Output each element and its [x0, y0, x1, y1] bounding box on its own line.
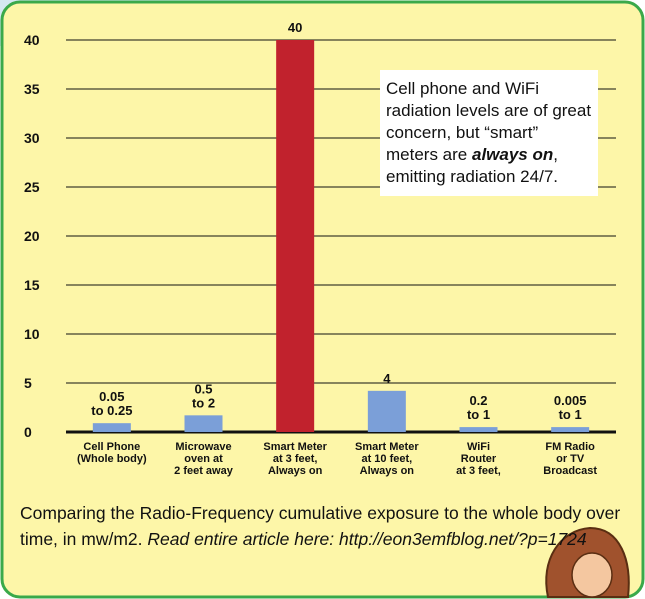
- y-tick-label: 40: [24, 32, 40, 48]
- bar: [276, 40, 315, 432]
- caption-text: Comparing the Radio-Frequency cumulative…: [20, 503, 621, 549]
- value-label: 40: [288, 20, 302, 35]
- bar: [551, 427, 590, 432]
- bar: [184, 415, 223, 432]
- y-tick-label: 10: [24, 326, 40, 342]
- annotation-text: , emitting radiation 24/7.: [386, 145, 558, 186]
- caption: Comparing the Radio-Frequency cumulative…: [20, 500, 630, 552]
- caption-link[interactable]: Read entire article here: http://eon3emf…: [147, 529, 587, 549]
- x-tick-label: Microwave oven at 2 feet away: [174, 441, 234, 477]
- x-tick-label: Smart Meter at 3 feet, Always on: [263, 441, 327, 477]
- y-tick-label: 25: [24, 179, 40, 195]
- value-label: 0.05 to 0.25: [91, 389, 132, 418]
- x-tick-label: WiFi Router at 3 feet,: [456, 441, 501, 477]
- x-tick-label: Smart Meter at 10 feet, Always on: [355, 441, 419, 477]
- y-tick-label: 5: [24, 375, 32, 391]
- y-tick-label: 15: [24, 277, 40, 293]
- x-tick-label: Cell Phone (Whole body): [77, 441, 147, 465]
- y-tick-label: 20: [24, 228, 40, 244]
- x-tick-label: FM Radio or TV Broadcast: [543, 441, 597, 477]
- annotation-box: Cell phone and WiFi radiation levels are…: [380, 70, 598, 196]
- bar: [459, 427, 498, 432]
- value-label: 0.2 to 1: [467, 393, 490, 422]
- y-tick-label: 30: [24, 130, 40, 146]
- y-tick-label: 0: [24, 424, 32, 440]
- value-label: 4: [383, 371, 391, 386]
- value-label: 0.005 to 1: [554, 393, 587, 422]
- y-tick-label: 35: [24, 81, 40, 97]
- annotation-emphasis: always on: [471, 145, 554, 164]
- value-label: 0.5 to 2: [192, 381, 215, 410]
- bar: [367, 390, 406, 432]
- bar: [92, 423, 131, 432]
- decorative-portrait: [545, 526, 630, 598]
- annotation-text: Cell phone and WiFi radiation levels are…: [386, 79, 592, 164]
